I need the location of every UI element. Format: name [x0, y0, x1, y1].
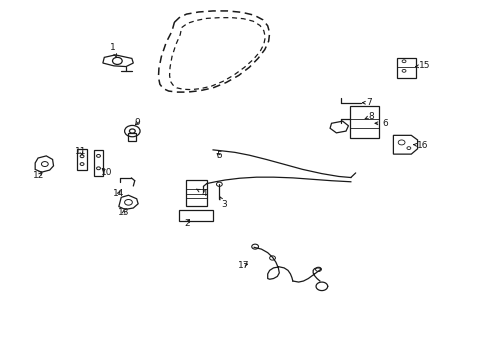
- Text: 5: 5: [216, 152, 222, 161]
- Text: 13: 13: [118, 208, 129, 217]
- Text: 1: 1: [110, 42, 116, 57]
- Text: 6: 6: [374, 119, 388, 128]
- Text: 14: 14: [113, 189, 124, 198]
- Text: 15: 15: [415, 61, 429, 70]
- Text: 7: 7: [362, 98, 371, 107]
- Text: 8: 8: [365, 112, 373, 121]
- Text: 2: 2: [184, 219, 190, 228]
- Text: 17: 17: [237, 261, 249, 270]
- Text: 16: 16: [413, 141, 427, 150]
- Text: 10: 10: [101, 168, 112, 177]
- Text: 9: 9: [134, 118, 140, 127]
- Text: 3: 3: [220, 197, 226, 209]
- Text: 11: 11: [75, 147, 87, 156]
- Text: 4: 4: [196, 189, 207, 198]
- Text: 12: 12: [33, 171, 44, 180]
